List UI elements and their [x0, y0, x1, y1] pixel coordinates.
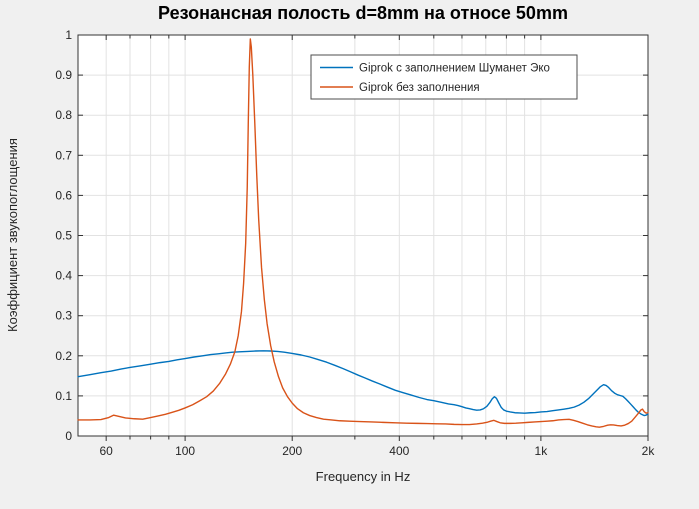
x-tick-label: 200 [282, 444, 302, 458]
legend-label-empty: Giprok без заполнения [359, 82, 480, 94]
y-tick-label: 0.1 [55, 389, 72, 403]
x-axis-label: Frequency in Hz [316, 469, 411, 484]
y-tick-label: 0.3 [55, 309, 72, 323]
x-tick-labels: 60 100 200 400 1k 2k [99, 444, 655, 458]
y-tick-label: 0.4 [55, 269, 72, 283]
y-tick-label: 0.7 [55, 148, 72, 162]
y-tick-label: 0 [65, 429, 72, 443]
x-tick-label: 60 [99, 444, 113, 458]
y-tick-label: 0.6 [55, 188, 72, 202]
tick-marks [78, 34, 649, 441]
legend-item-giprok-empty: Giprok без заполнения [320, 82, 480, 94]
y-tick-label: 0.8 [55, 108, 72, 122]
y-axis-label: Коэффициент звукопоглощения [5, 138, 20, 332]
legend-label-filled: Giprok с заполнением Шуманет Эко [359, 63, 550, 75]
legend-item-giprok-filled: Giprok с заполнением Шуманет Эко [320, 63, 550, 75]
legend-box [310, 54, 578, 100]
y-tick-labels: 0 0.1 0.2 0.3 0.4 0.5 0.6 0.7 0.8 0.9 1 [55, 28, 72, 443]
series-line-giprok-empty [77, 38, 649, 428]
series-line-giprok-filled [77, 350, 649, 417]
x-tick-label: 2k [642, 444, 656, 458]
y-tick-label: 0.2 [55, 349, 72, 363]
x-tick-label: 400 [389, 444, 409, 458]
x-tick-label: 1k [535, 444, 549, 458]
y-tick-label: 0.5 [55, 229, 72, 243]
y-tick-label: 1 [65, 28, 72, 42]
legend: Giprok с заполнением Шуманет Эко Giprok … [310, 54, 578, 100]
x-tick-label: 100 [175, 444, 195, 458]
figure-title: Резонансная полость d=8mm на относе 50mm [158, 3, 568, 23]
y-tick-label: 0.9 [55, 68, 72, 82]
